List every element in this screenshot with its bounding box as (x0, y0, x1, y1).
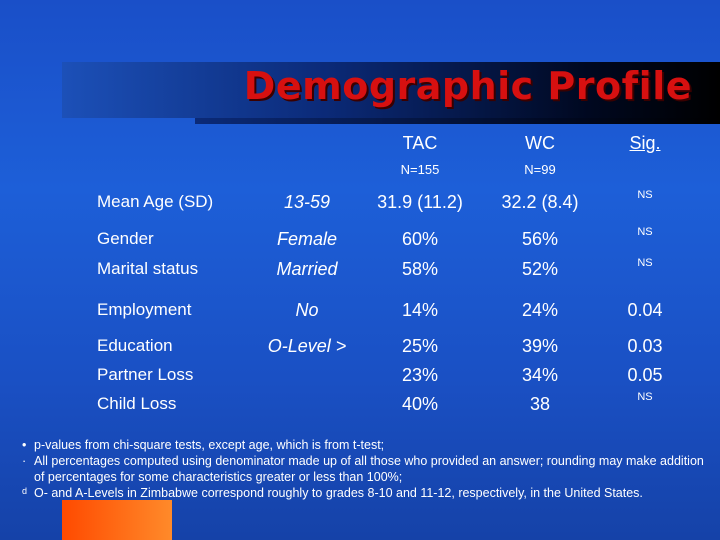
orange-accent-stripe (62, 500, 172, 540)
footnote-text: p-values from chi-square tests, except a… (34, 438, 385, 452)
row-tac-mean-age: 31.9 (11.2) (377, 192, 463, 212)
row-wc-mean-age: 32.2 (8.4) (501, 192, 579, 212)
footnote: · All percentages computed using denomin… (22, 453, 707, 485)
page-title: Demographic Profile (243, 64, 692, 108)
col-n-tac: N=155 (400, 162, 440, 177)
row-category-gender: Female (276, 229, 338, 249)
footnotes: • p-values from chi-square tests, except… (22, 437, 707, 501)
row-wc-partner-loss: 34% (521, 365, 559, 385)
row-tac-marital-status: 58% (401, 259, 439, 279)
row-category-marital-status: Married (276, 259, 338, 279)
footnote-text: O- and A-Levels in Zimbabwe correspond r… (34, 486, 643, 500)
col-header-wc: WC (525, 133, 555, 153)
col-n-wc: N=99 (524, 162, 556, 177)
row-label-marital-status: Marital status (97, 259, 199, 278)
row-sig-gender: NS (637, 226, 653, 238)
row-sig-mean-age: NS (637, 189, 653, 201)
row-category-mean-age: 13-59 (283, 192, 331, 212)
col-header-sig: Sig. (629, 133, 661, 153)
row-tac-employment: 14% (401, 300, 439, 320)
footnote-text: All percentages computed using denominat… (34, 454, 704, 484)
row-sig-child-loss: NS (637, 391, 653, 403)
row-category-employment: No (295, 300, 319, 320)
row-label-employment: Employment (97, 300, 192, 319)
row-label-partner-loss: Partner Loss (97, 365, 194, 384)
title-banner-underline (195, 118, 720, 124)
footnote-marker: • (22, 438, 27, 452)
row-wc-education: 39% (521, 336, 559, 356)
row-wc-gender: 56% (521, 229, 559, 249)
col-header-tac: TAC (402, 133, 438, 153)
row-sig-marital-status: NS (637, 257, 653, 269)
row-sig-partner-loss: 0.05 (627, 365, 663, 385)
row-wc-marital-status: 52% (521, 259, 559, 279)
row-wc-child-loss: 38 (529, 394, 551, 414)
row-label-child-loss: Child Loss (97, 394, 177, 413)
row-sig-employment: 0.04 (627, 300, 663, 320)
row-tac-gender: 60% (401, 229, 439, 249)
row-label-gender: Gender (97, 229, 154, 248)
row-label-mean-age: Mean Age (SD) (97, 192, 214, 211)
row-label-education: Education (97, 336, 173, 355)
footnote: d O- and A-Levels in Zimbabwe correspond… (22, 485, 707, 501)
footnote-marker: d (22, 486, 28, 496)
row-sig-education: 0.03 (627, 336, 663, 356)
footnote: • p-values from chi-square tests, except… (22, 437, 707, 453)
title-banner (62, 62, 720, 118)
row-wc-employment: 24% (521, 300, 559, 320)
footnote-marker: · (22, 454, 27, 468)
row-tac-partner-loss: 23% (401, 365, 439, 385)
row-tac-education: 25% (401, 336, 439, 356)
row-tac-child-loss: 40% (401, 394, 439, 414)
row-category-education: O-Level > (267, 336, 347, 356)
